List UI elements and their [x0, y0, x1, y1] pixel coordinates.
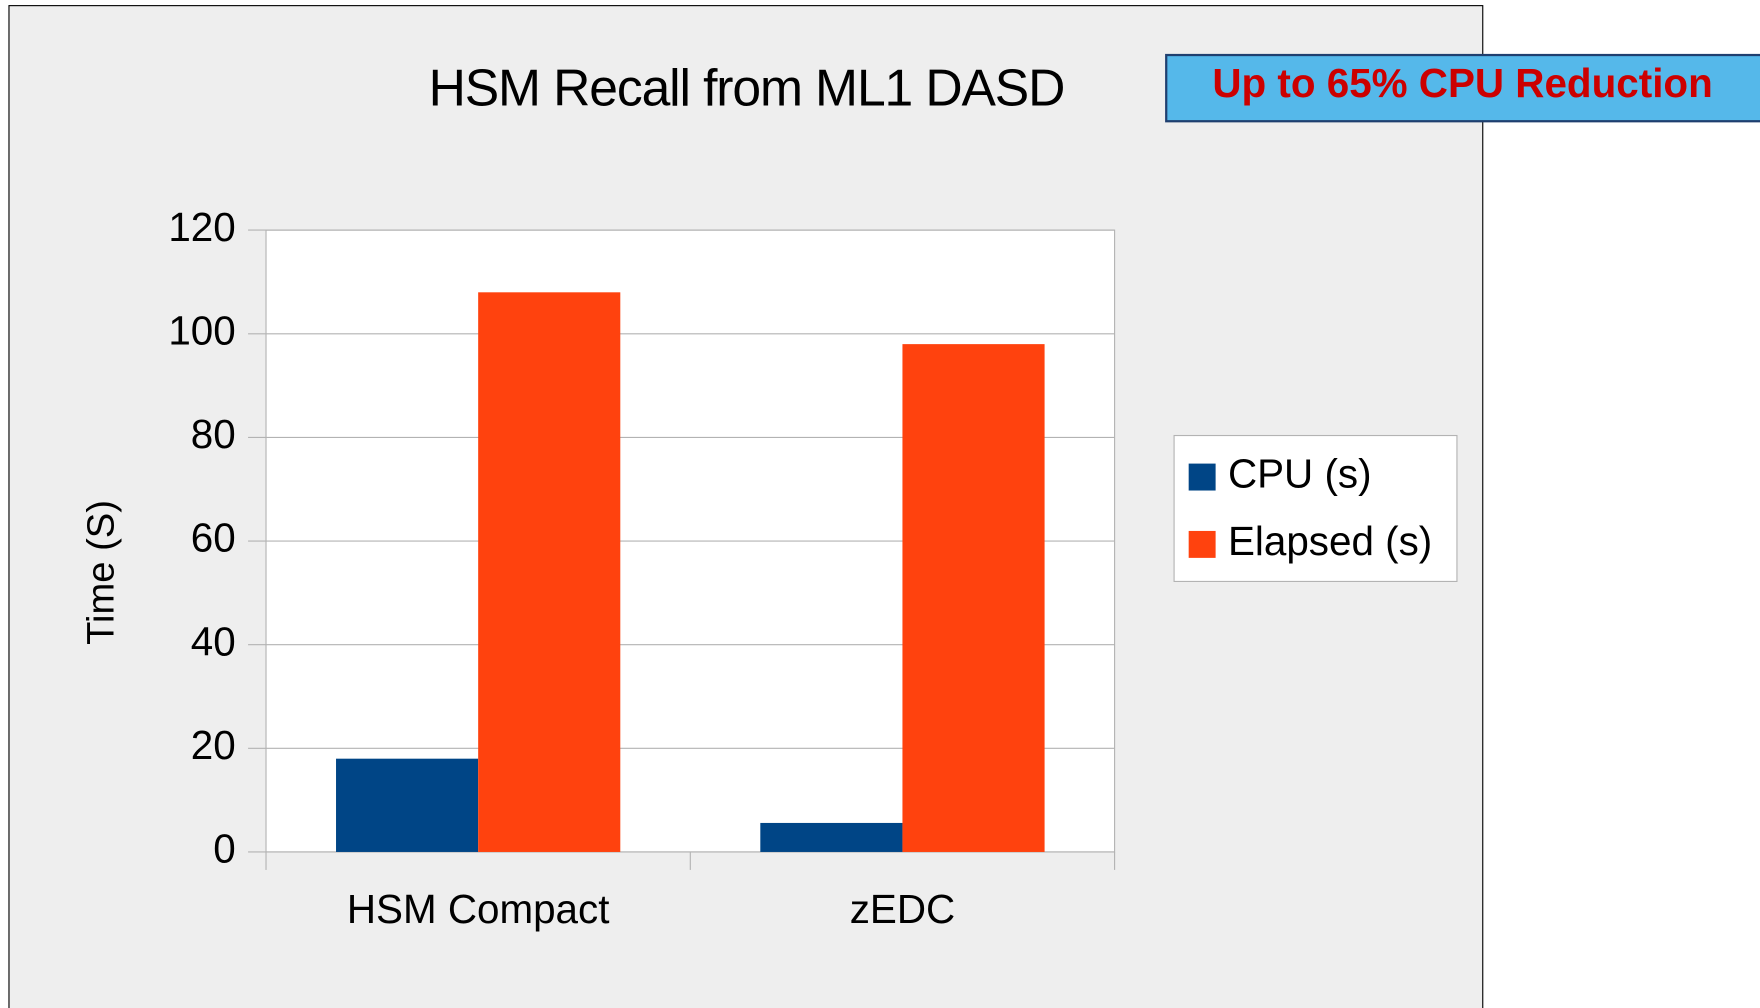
y-axis-label: Time (S) — [79, 500, 122, 645]
y-tick-label: 60 — [191, 515, 236, 561]
y-tick-label: 80 — [191, 411, 236, 457]
x-tick-label: HSM Compact — [347, 886, 610, 932]
bar — [902, 344, 1045, 852]
y-tick-label: 20 — [191, 722, 236, 768]
legend-swatch — [1188, 463, 1216, 491]
annotation: Up to 65% CPU Reduction — [1212, 60, 1712, 106]
y-tick-label: 100 — [168, 307, 235, 353]
bar — [336, 758, 479, 852]
bar — [478, 292, 621, 852]
annotation-box — [1165, 53, 1760, 123]
legend-label: CPU (s) — [1228, 451, 1372, 497]
x-tick-label: zEDC — [850, 886, 955, 932]
y-tick-label: 120 — [168, 204, 235, 250]
y-tick-label: 0 — [213, 826, 235, 872]
legend-box — [1173, 434, 1458, 583]
legend-label: Elapsed (s) — [1228, 518, 1432, 564]
chart-title: HSM Recall from ML1 DASD — [429, 59, 1065, 117]
bar — [760, 822, 903, 852]
y-tick-label: 40 — [191, 618, 236, 664]
legend-swatch — [1188, 530, 1216, 558]
